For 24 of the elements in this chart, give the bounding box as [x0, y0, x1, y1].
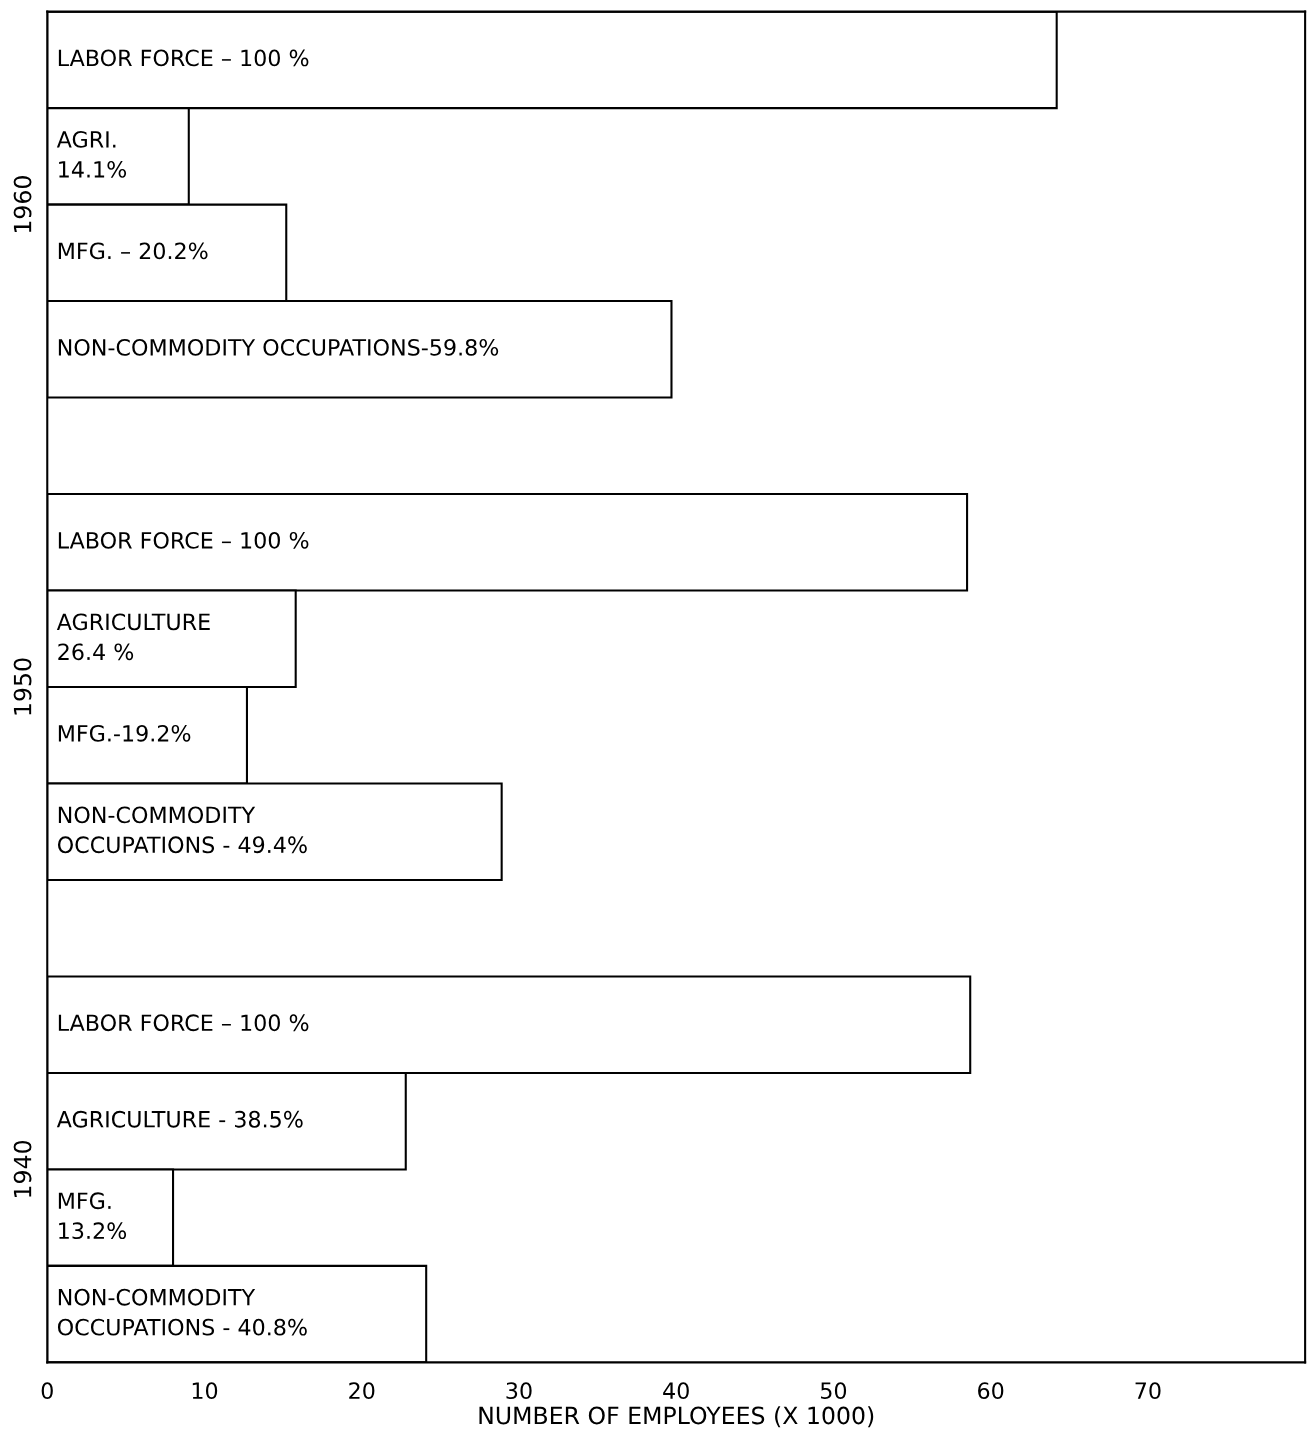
y-tick-label: MFG.-19.2%	[58, 724, 191, 742]
y-tick-label: LABOR FORCE – 100 %	[58, 1014, 309, 1032]
y-tick-label: MFG. 13.2%	[58, 1192, 127, 1240]
x-tick-label: 40	[663, 1382, 689, 1400]
x-tick-label: 0	[41, 1382, 53, 1400]
x-tick-label: 50	[821, 1382, 847, 1400]
y-tick-label: NON-COMMODITY OCCUPATIONS - 40.8%	[57, 1288, 307, 1336]
x-tick-label: 70	[1135, 1382, 1161, 1400]
y-tick-label: NON-COMMODITY OCCUPATIONS - 49.4%	[57, 806, 307, 854]
text: 1960	[13, 176, 32, 233]
x-tick-label: 30	[506, 1382, 532, 1400]
y-tick-label: NON-COMMODITY OCCUPATIONS-59.8%	[58, 338, 499, 356]
text: 1950	[13, 658, 32, 715]
y-tick-label: LABOR FORCE – 100 %	[58, 531, 309, 549]
text: 1940	[13, 1140, 32, 1197]
x-axis-title: NUMBER OF EMPLOYEES (X 1000)	[479, 1406, 874, 1428]
y-tick-label: LABOR FORCE – 100 %	[58, 49, 309, 67]
y-tick-label: AGRICULTURE - 38.5%	[56, 1110, 303, 1128]
y-tick-label: MFG. – 20.2%	[58, 242, 208, 260]
x-tick-label: 60	[978, 1382, 1004, 1400]
x-tick-label: 20	[349, 1382, 375, 1400]
y-tick-label: AGRI. 14.1%	[56, 131, 127, 178]
y-tick-label: AGRICULTURE 26.4 %	[56, 613, 210, 661]
x-tick-label: 10	[192, 1382, 218, 1400]
